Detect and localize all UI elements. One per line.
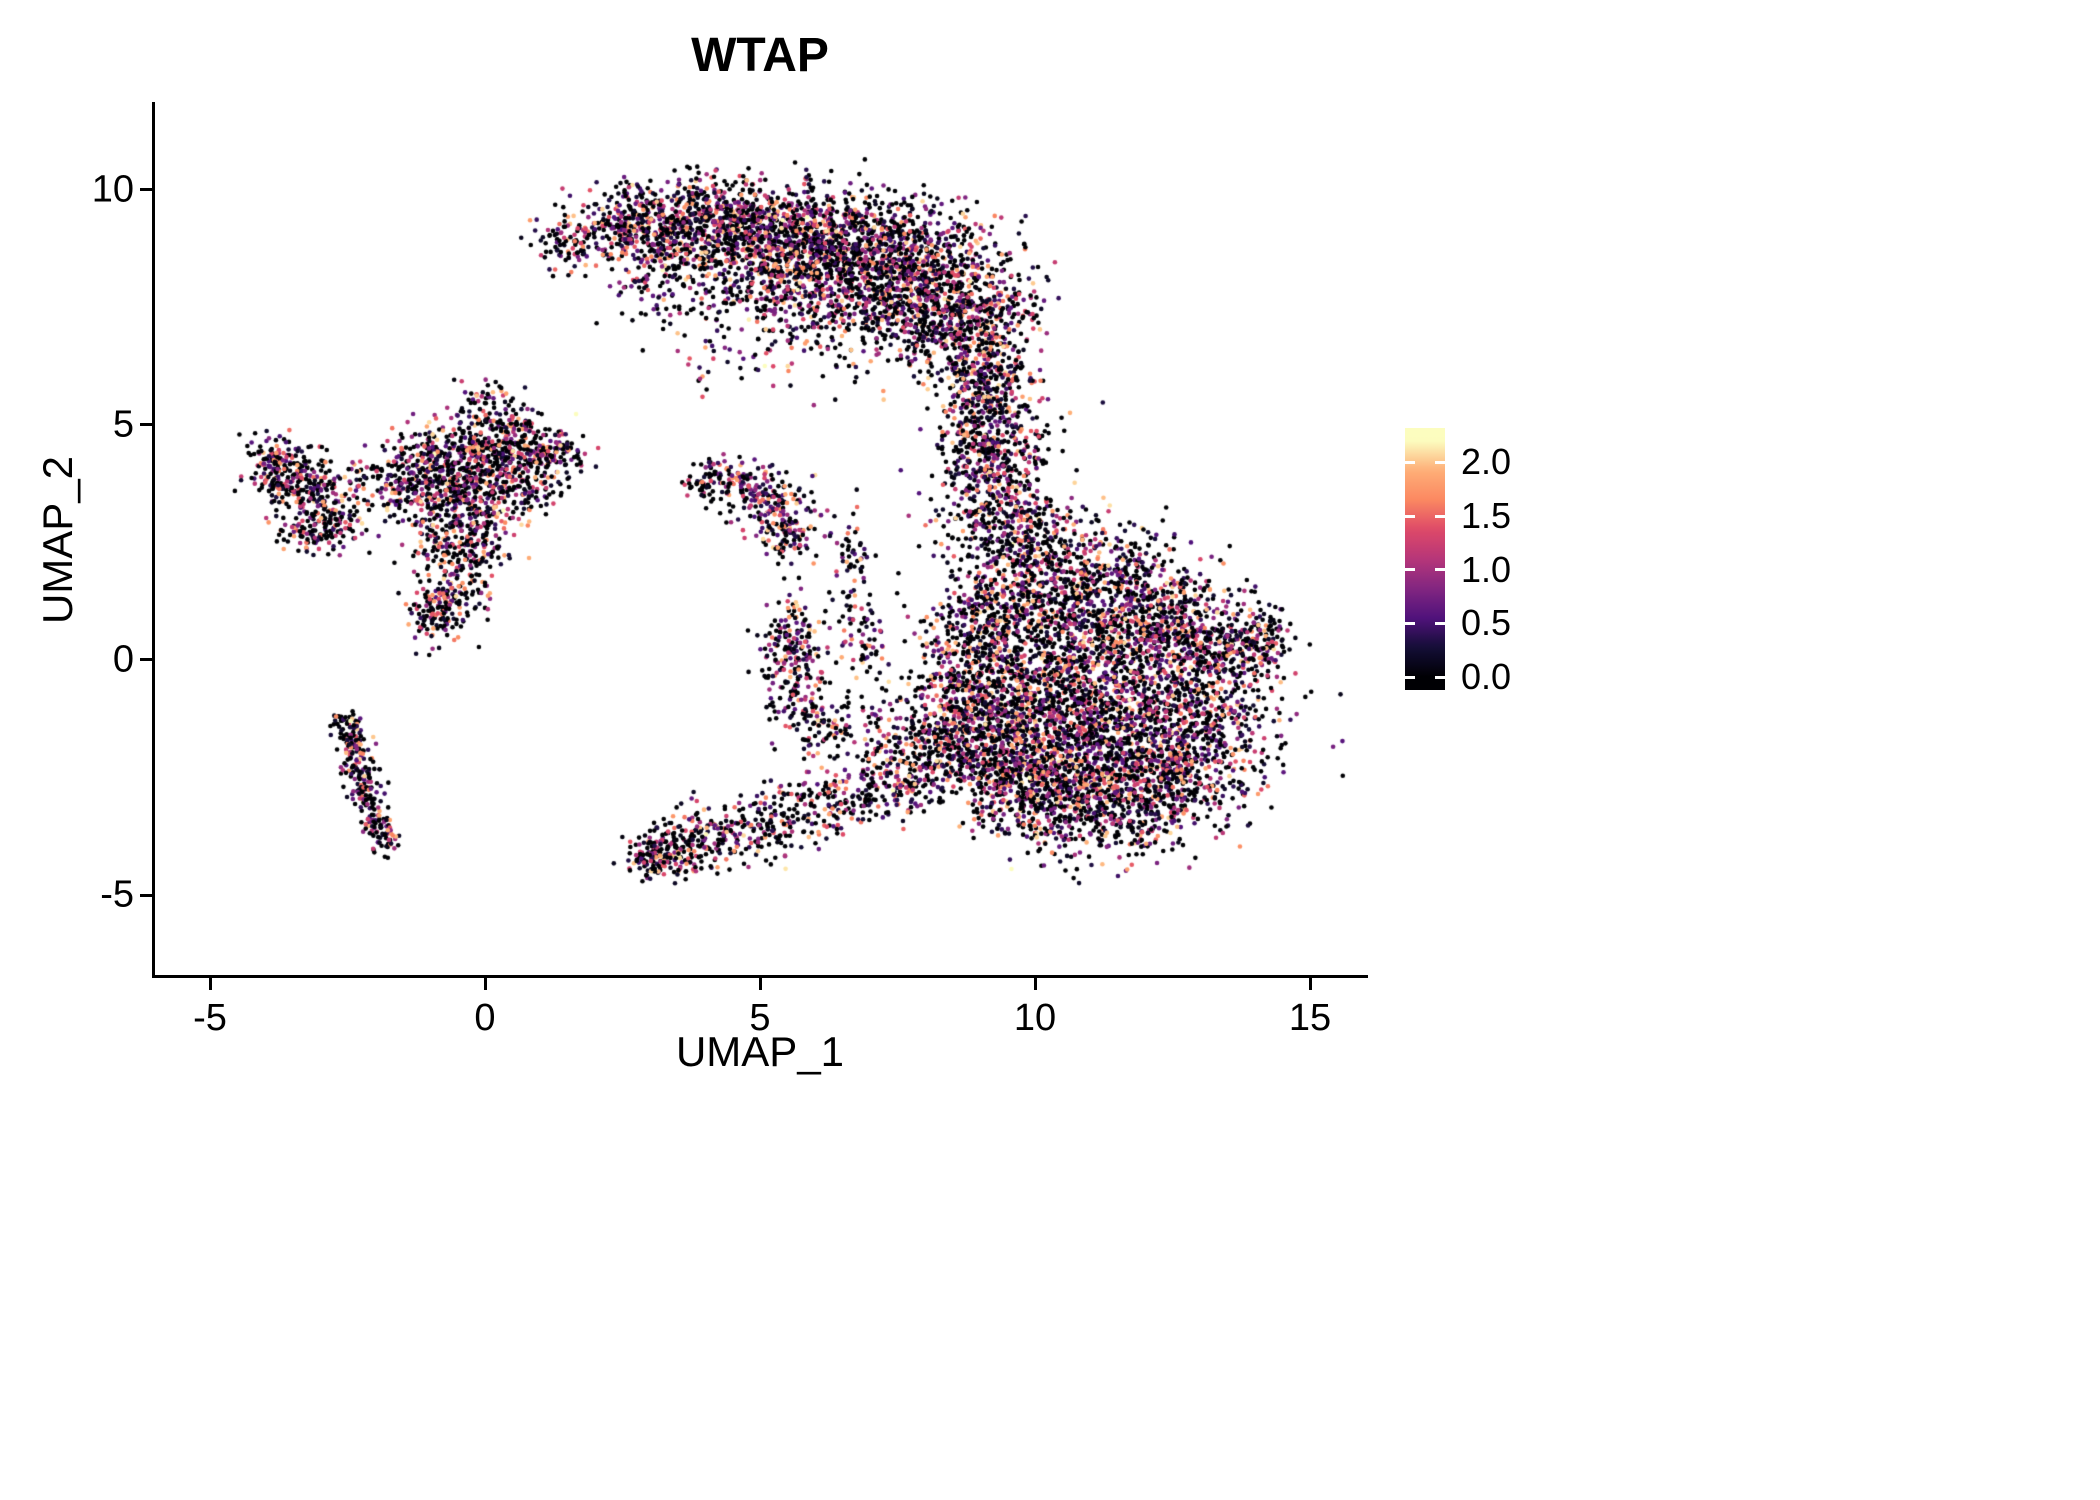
x-axis-label: UMAP_1 (675, 1028, 845, 1075)
colorbar-tick-mark (1405, 514, 1415, 518)
colorbar-tick-mark (1405, 568, 1415, 572)
colorbar-tick-mark (1405, 460, 1415, 464)
colorbar-tick-mark (1405, 675, 1415, 679)
x-tick-mark (483, 978, 487, 990)
y-axis-line (152, 102, 155, 978)
x-tick-label: 10 (1013, 997, 1057, 1039)
colorbar-tick-label: 0.5 (1461, 602, 1512, 644)
colorbar-tick-label: 2.0 (1461, 441, 1512, 483)
colorbar-tick-mark (1435, 675, 1445, 679)
colorbar-tick-label: 0.0 (1461, 656, 1512, 698)
x-tick-label: -5 (193, 997, 227, 1039)
x-tick-mark (1308, 978, 1312, 990)
y-tick-label: 0 (112, 638, 134, 681)
x-tick-label: 15 (1288, 997, 1332, 1039)
y-tick-mark (140, 658, 152, 662)
y-tick-mark (140, 893, 152, 897)
colorbar-tick-label: 1.5 (1461, 495, 1512, 537)
colorbar-tick-mark (1405, 621, 1415, 625)
plot-area (155, 105, 1365, 975)
x-tick-mark (758, 978, 762, 990)
colorbar-gradient (1405, 428, 1445, 690)
y-tick-label: 5 (112, 403, 134, 446)
colorbar-tick-label: 1.0 (1461, 548, 1512, 590)
x-tick-label: 5 (749, 997, 771, 1039)
y-axis-label: UMAP_2 (34, 455, 81, 625)
y-tick-mark (140, 188, 152, 192)
chart-title: WTAP (691, 29, 829, 82)
y-tick-label: -5 (100, 873, 134, 916)
colorbar-tick-mark (1435, 514, 1445, 518)
colorbar-tick-mark (1435, 460, 1445, 464)
x-tick-label: 0 (474, 997, 496, 1039)
y-tick-mark (140, 423, 152, 427)
colorbar-tick-mark (1435, 568, 1445, 572)
colorbar-legend: 2.0 1.5 1.0 0.5 0.0 (1405, 428, 1705, 697)
x-tick-mark (208, 978, 212, 990)
y-tick-label: 10 (91, 168, 134, 211)
colorbar-tick-mark (1435, 621, 1445, 625)
x-axis-line (152, 975, 1368, 978)
x-tick-mark (1033, 978, 1037, 990)
scatter-canvas (155, 105, 1365, 975)
